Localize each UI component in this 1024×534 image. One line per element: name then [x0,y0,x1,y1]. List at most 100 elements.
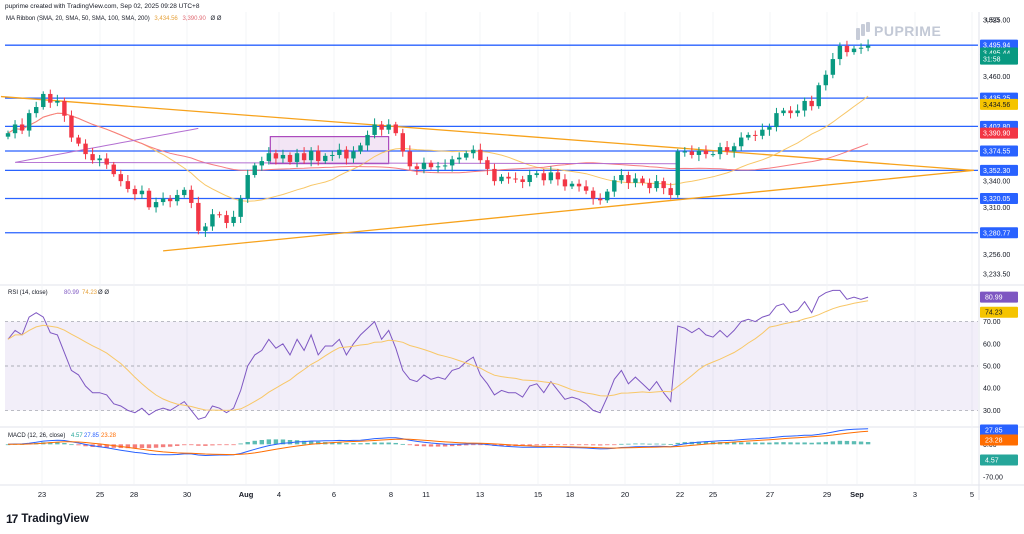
candle [682,147,687,157]
candle-body [710,154,716,156]
ribbon-value-1: 3,434.56 [154,16,178,22]
candle-body [569,183,575,187]
candle-body [301,153,307,161]
candle [626,171,631,189]
ma-ribbon [7,95,869,202]
candle-body [717,147,723,155]
candle-body [400,133,405,152]
candle-body [118,174,123,182]
macd-histogram-bar [132,444,138,449]
candle-body [203,226,208,231]
macd-histogram-bar [781,442,786,445]
candle [823,70,828,91]
candle [203,222,208,237]
candle-body [442,165,448,167]
support-resistance-lines[interactable] [5,44,978,234]
candle-body [393,124,398,134]
candle [224,210,229,229]
macd-histogram-bar [287,439,293,445]
price-label-box [980,98,1018,110]
candle-body [344,149,349,159]
candle [809,95,814,111]
candle [217,211,222,218]
candle [583,180,589,195]
y-tick-label: 3,256.00 [983,252,1010,259]
rsi-pane: RSI (14, close) 80.99 74.23 Ø Ø [7,289,869,420]
candle [19,118,25,135]
macd-histogram-bar [612,444,617,446]
macd-histogram-bar [703,441,709,445]
macd-histogram-bar [97,444,102,448]
rsi-y-tick-label: 60.00 [983,341,1001,348]
macd-histogram-bar [858,441,864,445]
candle-body [449,159,455,166]
candle [76,134,81,147]
macd-histogram-bar [182,444,187,446]
candle-body [499,176,504,182]
candle-body [316,150,321,162]
candle-body [654,181,659,189]
candle [527,169,532,187]
macd-histogram-bar [724,442,730,445]
candle [668,182,673,200]
candle [478,143,483,164]
macd-histogram-bar [83,444,88,447]
candle [316,145,321,166]
candle [330,150,335,162]
macd-histogram-bar [393,442,398,445]
candle [746,132,751,141]
candle [428,160,434,170]
price-label-text: 3,280.77 [983,230,1010,237]
macd-histogram-bar [435,444,441,447]
candle-body [273,153,279,159]
candle-body [760,129,765,136]
macd-histogram-bar [802,442,807,445]
macd-histogram-bar [273,439,279,445]
candle-body [640,178,645,183]
macd-histogram-bar [569,444,575,446]
macd-histogram-bar [104,444,109,448]
candle [767,123,772,136]
x-tick-label: 13 [476,490,484,499]
candle [541,168,546,186]
macd-value-text: 4.57 [985,458,999,465]
x-tick-label: 5 [970,490,974,499]
candle [55,94,60,107]
candle [196,196,201,235]
macd-histogram-bar [203,444,208,446]
macd-histogram-bar [555,444,561,446]
candle-body [83,143,88,155]
candle [633,173,638,188]
macd-histogram-bar [844,440,850,445]
candle-body [12,124,18,134]
rsi-band [5,321,978,411]
candle [132,185,138,201]
candle [837,42,843,66]
candle-body [865,45,871,48]
candle [104,153,109,169]
candle [111,161,116,177]
candle [266,147,272,165]
candle [471,145,476,159]
candle-body [196,202,201,231]
candle [499,174,504,184]
candle-body [703,150,709,155]
rsi-y-tick-label: 70.00 [983,319,1001,326]
candle [753,130,758,142]
candle [69,110,74,142]
candle [337,143,342,159]
macd-histogram-bar [48,442,53,445]
macd-signal-line [8,430,869,456]
trendlines[interactable] [0,95,974,252]
macd-histogram-bar [731,442,737,445]
x-tick-label: 25 [96,490,104,499]
macd-histogram-bar [76,444,81,446]
puprime-logo-icon [856,22,870,40]
tradingview-logo-icon: 17 [6,512,18,526]
candle-body [153,202,159,208]
candle [245,169,250,203]
candle-body [612,180,617,192]
candle [724,141,730,155]
candle-body [746,134,751,138]
macd-histogram-bar [865,441,871,445]
